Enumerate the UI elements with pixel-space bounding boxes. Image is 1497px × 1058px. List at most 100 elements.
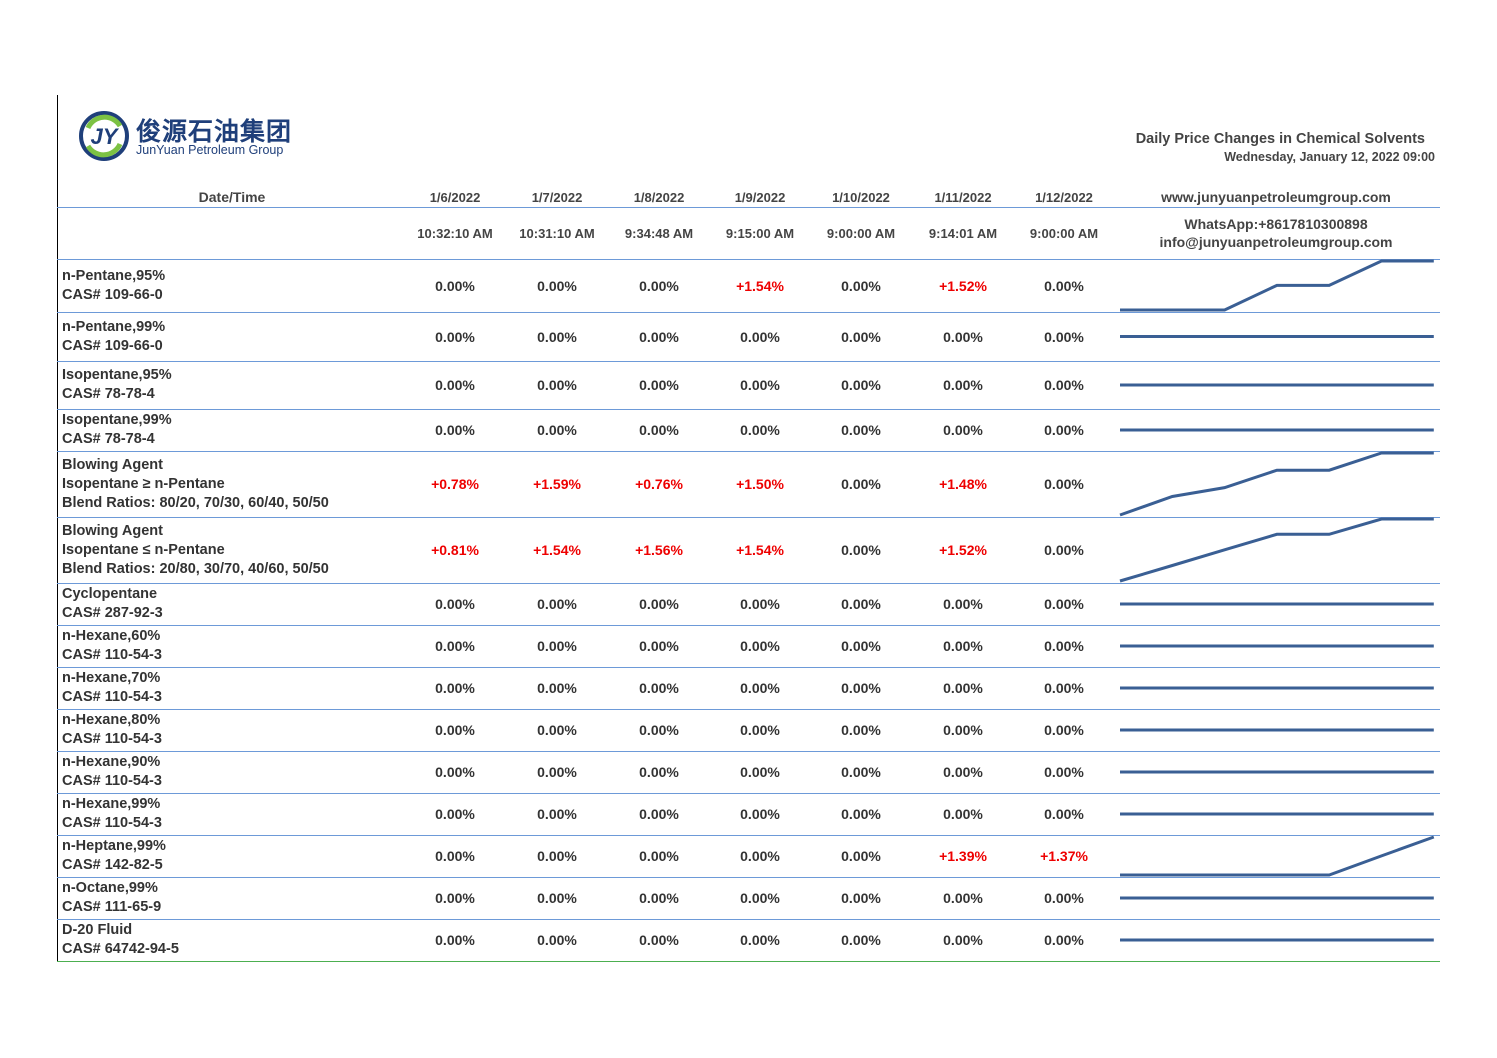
row-divider <box>57 835 1440 836</box>
column-date: 1/6/2022 <box>429 190 481 205</box>
product-line: Isopentane ≥ n-Pentane <box>62 475 225 492</box>
price-change: 0.00% <box>841 422 881 438</box>
column-date: 1/7/2022 <box>531 190 583 205</box>
price-change: 0.00% <box>1044 806 1084 822</box>
price-change: 0.00% <box>639 932 679 948</box>
price-change: 0.00% <box>537 328 577 345</box>
price-change: 0.00% <box>1044 722 1084 738</box>
product-line: CAS# 110-54-3 <box>62 815 162 831</box>
row-divider <box>57 625 1440 626</box>
product-line: n-Pentane,99% <box>62 318 166 335</box>
price-change: +1.54% <box>736 542 784 558</box>
company-logo: JY 俊源石油集团 JunYuan Petroleum Group <box>78 110 308 165</box>
product-name: Blowing Agent Isopentane ≥ n-Pentane Blend… <box>62 456 329 513</box>
logo-english-name: JunYuan Petroleum Group <box>136 143 284 157</box>
price-change: 0.00% <box>537 764 577 780</box>
price-change: 0.00% <box>639 764 679 780</box>
price-change: 0.00% <box>740 890 780 906</box>
price-change: +1.59% <box>533 476 581 492</box>
price-change: 0.00% <box>435 680 475 696</box>
product-name: D-20 Fluid CAS# 64742-94-5 <box>62 921 179 959</box>
price-change: 0.00% <box>537 596 577 612</box>
price-change: 0.00% <box>639 806 679 822</box>
date-time-label: Date/Time <box>198 189 266 205</box>
price-change: +0.76% <box>635 476 683 492</box>
row-divider <box>57 877 1440 878</box>
price-change: 0.00% <box>943 596 983 612</box>
sparkline <box>1120 259 1434 312</box>
email-link[interactable]: info@junyuanpetroleumgroup.com <box>1159 234 1393 250</box>
product-name: Cyclopentane CAS# 287-92-3 <box>62 585 163 623</box>
price-change: +1.50% <box>736 476 784 492</box>
website-link[interactable]: www.junyuanpetroleumgroup.com <box>1161 189 1391 205</box>
price-change: 0.00% <box>537 932 577 948</box>
price-change: +1.56% <box>635 542 683 558</box>
row-divider <box>57 919 1440 920</box>
price-change: 0.00% <box>1044 638 1084 654</box>
sparkline <box>1119 451 1434 517</box>
price-change: 0.00% <box>435 328 475 345</box>
product-line: n-Hexane,70% <box>62 670 161 686</box>
price-change: 0.00% <box>841 764 881 780</box>
product-line: n-Heptane,99% <box>62 838 166 854</box>
price-change: 0.00% <box>740 764 780 780</box>
price-change: 0.00% <box>639 277 679 294</box>
price-change: 0.00% <box>740 328 780 345</box>
column-time: 10:32:10 AM <box>417 226 493 241</box>
price-change: 0.00% <box>435 848 475 864</box>
product-line: n-Pentane,95% <box>62 267 166 284</box>
price-change: 0.00% <box>1044 764 1084 780</box>
price-change: 0.00% <box>1044 596 1084 612</box>
row-divider <box>57 361 1440 362</box>
column-date: 1/8/2022 <box>633 190 685 205</box>
price-change: 0.00% <box>740 848 780 864</box>
row-divider <box>57 583 1440 584</box>
product-name: n-Hexane,80% CAS# 110-54-3 <box>62 711 162 749</box>
price-change: 0.00% <box>639 890 679 906</box>
column-date: 1/11/2022 <box>934 190 992 205</box>
price-change: 0.00% <box>943 806 983 822</box>
price-change: 0.00% <box>841 722 881 738</box>
price-change: 0.00% <box>943 890 983 906</box>
price-change: 0.00% <box>841 680 881 696</box>
report-title: Daily Price Changes in Chemical Solvents <box>1135 131 1425 147</box>
price-change: 0.00% <box>435 422 475 438</box>
svg-text:JY: JY <box>91 124 120 149</box>
column-time: 9:00:00 AM <box>1029 226 1099 241</box>
product-line: CAS# 287-92-3 <box>62 605 163 621</box>
product-name: Isopentane,95% CAS# 78-78-4 <box>62 366 172 404</box>
price-change: 0.00% <box>841 542 881 558</box>
price-change: 0.00% <box>639 328 679 345</box>
sparkline <box>1120 835 1435 877</box>
price-change: 0.00% <box>1044 377 1084 393</box>
product-name: Blowing Agent Isopentane ≤ n-Pentane Blend… <box>62 522 329 579</box>
column-time: 9:34:48 AM <box>624 226 694 241</box>
price-change: 0.00% <box>841 932 881 948</box>
product-line: Isopentane,99% <box>62 412 172 428</box>
price-change: 0.00% <box>841 328 881 345</box>
price-change: 0.00% <box>537 848 577 864</box>
price-change: 0.00% <box>1044 422 1084 438</box>
price-change: 0.00% <box>435 806 475 822</box>
product-line: CAS# 110-54-3 <box>62 647 162 663</box>
price-change: 0.00% <box>1044 542 1084 558</box>
product-name: n-Hexane,90% CAS# 110-54-3 <box>62 753 162 791</box>
product-name: n-Hexane,70% CAS# 110-54-3 <box>62 669 162 707</box>
price-change: 0.00% <box>841 890 881 906</box>
price-change: 0.00% <box>1044 890 1084 906</box>
price-change: 0.00% <box>537 422 577 438</box>
price-change: 0.00% <box>1044 932 1084 948</box>
row-divider <box>57 793 1440 794</box>
column-date: 1/9/2022 <box>734 190 786 205</box>
price-change: 0.00% <box>1044 476 1084 492</box>
sparkline <box>1119 517 1434 583</box>
price-change: 0.00% <box>537 722 577 738</box>
product-line: D-20 Fluid <box>62 922 133 938</box>
product-line: Blowing Agent <box>62 456 163 473</box>
price-change: 0.00% <box>740 638 780 654</box>
product-line: Blowing Agent <box>62 522 163 539</box>
price-change: +1.54% <box>533 542 581 558</box>
product-name: n-Pentane,99% CAS# 109-66-0 <box>62 318 165 356</box>
price-change: 0.00% <box>943 932 983 948</box>
